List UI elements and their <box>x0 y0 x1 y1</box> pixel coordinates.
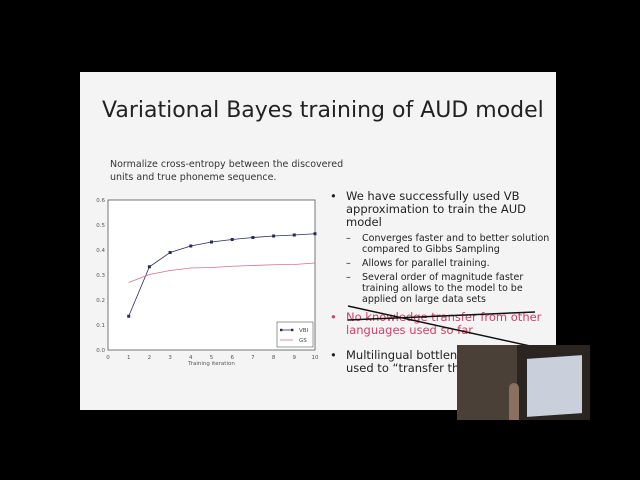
data-point <box>127 314 131 318</box>
sub-bullet-text: Converges faster and to better solution … <box>362 233 550 255</box>
y-tick-label: 0.3 <box>96 273 105 279</box>
data-point <box>168 251 172 254</box>
sub-bullet: – Several order of magnitude faster train… <box>346 272 524 305</box>
speaker-video-inset <box>457 345 590 420</box>
presentation-slide: Variational Bayes training of AUD model … <box>80 72 556 410</box>
series-line-GS <box>128 262 316 283</box>
y-tick-label: 0.6 <box>96 198 105 204</box>
sub-bullet: – Allows for parallel training. <box>346 258 490 269</box>
sub-bullet-text: Several order of magnitude faster traini… <box>362 272 524 305</box>
speaker <box>509 383 519 420</box>
bullet-1: • We have successfully used VB approximat… <box>330 189 527 229</box>
x-tick-label: 9 <box>293 355 297 361</box>
chart-caption: Normalize cross-entropy between the disc… <box>110 159 344 183</box>
bullet-text: Multilingual bottlene <box>346 348 465 362</box>
projector-screen <box>527 355 582 417</box>
legend-label: VBI <box>299 328 309 334</box>
y-tick-label: 0.1 <box>96 323 105 329</box>
sub-bullet: – Converges faster and to better solution… <box>346 233 550 255</box>
legend-label: GS <box>299 338 307 344</box>
data-point <box>292 233 296 237</box>
x-tick-label: 10 <box>312 355 319 361</box>
x-tick-label: 3 <box>168 355 172 361</box>
bullet-text: used to “transfer the <box>346 361 467 375</box>
data-point <box>147 265 151 269</box>
y-tick-label: 0.4 <box>96 248 105 254</box>
x-tick-label: 1 <box>127 355 131 361</box>
x-tick-label: 5 <box>210 355 214 361</box>
data-point <box>251 236 255 239</box>
bullet-3: • Multilingual bottlene used to “transfer … <box>330 348 467 375</box>
bullet-2-struck: • No knowledge transfer from other langua… <box>330 310 542 337</box>
y-tick-label: 0.2 <box>96 298 105 304</box>
x-tick-label: 8 <box>272 355 276 361</box>
data-point <box>230 238 234 241</box>
x-tick-label: 7 <box>251 355 255 361</box>
y-tick-label: 0.5 <box>96 223 105 229</box>
legend-marker <box>280 328 283 332</box>
x-tick-label: 0 <box>106 355 110 361</box>
bullet-text: No knowledge transfer from other languag… <box>346 310 542 337</box>
data-point <box>189 244 193 248</box>
data-point <box>313 232 317 236</box>
x-axis-label: Training iteration <box>187 361 235 367</box>
slide-title: Variational Bayes training of AUD model <box>102 98 544 123</box>
legend <box>276 321 314 348</box>
data-point <box>272 234 276 238</box>
sub-bullet-text: Allows for parallel training. <box>362 258 490 269</box>
x-tick-label: 2 <box>148 355 152 361</box>
x-tick-label: 4 <box>189 355 193 361</box>
y-tick-label: 0.0 <box>96 348 105 354</box>
bullet-text: We have successfully used VB approximati… <box>346 189 527 229</box>
chart: 0 1 2 3 4 5 6 7 8 9 10 0.0 0.1 0.2 0.3 0.4 0.5 0.6 Trainin… <box>96 198 319 367</box>
data-point <box>210 240 213 244</box>
legend-marker <box>291 328 294 332</box>
series-line-VBI <box>128 233 316 317</box>
x-tick-label: 6 <box>230 355 234 361</box>
